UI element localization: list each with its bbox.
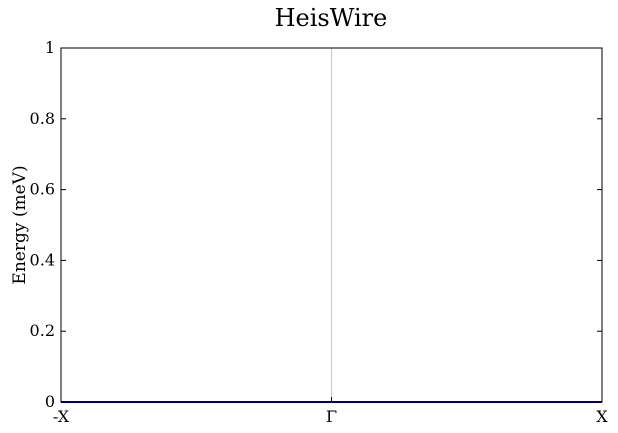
y-tick-label: 0.6: [30, 180, 55, 199]
x-tick-label: X: [596, 407, 608, 426]
y-tick-label: 0.8: [30, 109, 55, 128]
chart-title: HeisWire: [275, 4, 388, 32]
y-axis-label: Energy (meV): [10, 165, 30, 284]
x-tick-label: Γ: [326, 407, 337, 426]
y-tick-label: 1: [45, 38, 55, 57]
y-tick-label: 0.4: [30, 250, 55, 269]
y-tick-label: 0: [45, 392, 55, 411]
x-tick-label: -X: [53, 407, 70, 426]
y-tick-label: 0.2: [30, 321, 55, 340]
plot-area: 0 0.2 0.4 0.6 0.8 1 -X Γ X: [30, 38, 609, 426]
